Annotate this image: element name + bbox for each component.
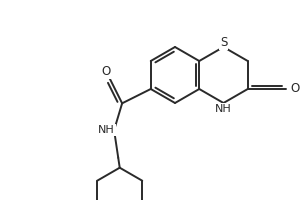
Text: S: S [220, 36, 227, 48]
Text: NH: NH [215, 104, 232, 114]
Text: NH: NH [98, 125, 115, 135]
Text: O: O [101, 65, 111, 78]
Text: O: O [290, 82, 299, 96]
